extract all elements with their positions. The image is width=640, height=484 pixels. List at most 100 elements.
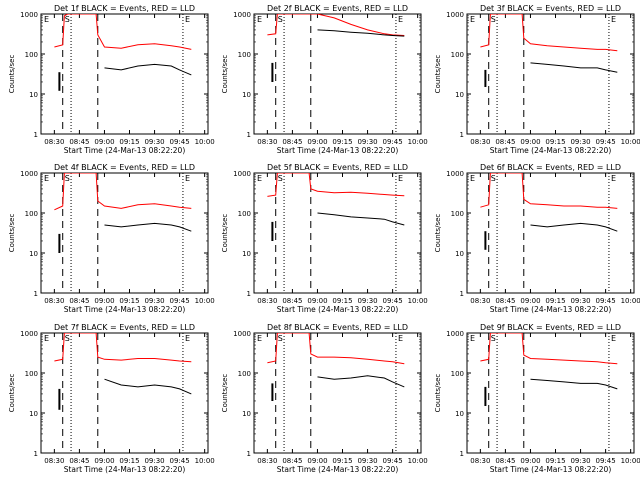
- y-axis-label: Counts/sec: [8, 214, 16, 253]
- x-tick-label: 10:00: [195, 297, 215, 305]
- y-tick-label: 10: [242, 410, 251, 418]
- marker-label: E: [185, 334, 190, 343]
- x-axis-label: Start Time (24-Mar-13 08:22:20): [490, 465, 612, 474]
- marker-label: S: [491, 15, 496, 24]
- plot-title: Det 4f BLACK = Events, RED = LLD: [54, 163, 195, 172]
- marker-label: S: [65, 174, 70, 183]
- x-tick-label: 08:45: [69, 138, 89, 146]
- x-tick-label: 09:45: [170, 457, 190, 465]
- x-tick-label: 08:45: [495, 138, 515, 146]
- events-series-line: [317, 212, 405, 226]
- y-axis-label: Counts/sec: [434, 55, 442, 94]
- plot-title: Det 6f BLACK = Events, RED = LLD: [480, 163, 621, 172]
- marker-label: E: [611, 334, 616, 343]
- plot-frame: [253, 13, 422, 135]
- y-axis-label: Counts/sec: [8, 374, 16, 413]
- x-axis-label: Start Time (24-Mar-13 08:22:20): [277, 146, 399, 155]
- marker-label: E: [257, 15, 262, 24]
- y-axis-label: Counts/sec: [221, 374, 229, 413]
- y-tick-label: 10: [455, 91, 464, 99]
- marker-label: E: [398, 174, 403, 183]
- marker-label: S: [278, 15, 283, 24]
- x-tick-label: 09:45: [596, 297, 616, 305]
- x-tick-label: 08:45: [495, 297, 515, 305]
- x-tick-label: 10:00: [408, 297, 428, 305]
- marker-label: E: [185, 15, 190, 24]
- x-tick-label: 09:00: [307, 138, 327, 146]
- x-tick-label: 09:00: [520, 138, 540, 146]
- y-tick-label: 1000: [20, 330, 38, 338]
- plot-frame: [466, 13, 635, 135]
- x-tick-label: 08:30: [470, 138, 490, 146]
- x-tick-label: 09:15: [545, 138, 565, 146]
- x-tick-label: 09:15: [332, 138, 352, 146]
- y-tick-label: 1000: [233, 170, 251, 178]
- y-tick-label: 10: [29, 410, 38, 418]
- y-tick-label: 1: [247, 290, 251, 298]
- lld-series-line: [267, 173, 405, 197]
- events-series-line: [530, 378, 618, 390]
- x-tick-label: 09:30: [357, 457, 377, 465]
- marker-label: E: [257, 174, 262, 183]
- plot-title: Det 1f BLACK = Events, RED = LLD: [54, 4, 195, 13]
- x-axis-label: Start Time (24-Mar-13 08:22:20): [277, 305, 399, 314]
- x-tick-label: 08:30: [470, 457, 490, 465]
- y-tick-label: 100: [25, 210, 38, 218]
- y-tick-label: 100: [25, 51, 38, 59]
- x-axis-label: Start Time (24-Mar-13 08:22:20): [490, 305, 612, 314]
- y-tick-label: 1000: [233, 11, 251, 19]
- y-tick-label: 1: [34, 290, 38, 298]
- x-axis-label: Start Time (24-Mar-13 08:22:20): [64, 465, 186, 474]
- x-tick-label: 08:45: [282, 138, 302, 146]
- y-tick-label: 1: [460, 290, 464, 298]
- y-tick-label: 100: [238, 210, 251, 218]
- y-tick-label: 1000: [446, 170, 464, 178]
- marker-label: E: [470, 15, 475, 24]
- marker-label: S: [491, 174, 496, 183]
- plot-frame: [40, 332, 209, 454]
- lld-series-line: [480, 333, 618, 365]
- x-tick-label: 10:00: [621, 297, 640, 305]
- marker-label: S: [491, 334, 496, 343]
- x-axis-label: Start Time (24-Mar-13 08:22:20): [277, 465, 399, 474]
- y-tick-label: 10: [455, 250, 464, 258]
- x-tick-label: 09:00: [520, 457, 540, 465]
- x-tick-label: 09:45: [596, 457, 616, 465]
- y-tick-label: 10: [242, 91, 251, 99]
- lld-series-line: [480, 14, 618, 52]
- y-tick-label: 100: [238, 51, 251, 59]
- marker-label: E: [44, 174, 49, 183]
- x-tick-label: 09:45: [383, 138, 403, 146]
- x-tick-label: 09:30: [144, 457, 164, 465]
- x-tick-label: 09:30: [357, 297, 377, 305]
- x-tick-label: 09:15: [119, 297, 139, 305]
- y-tick-label: 100: [25, 370, 38, 378]
- plot-title: Det 8f BLACK = Events, RED = LLD: [267, 323, 408, 332]
- x-tick-label: 09:00: [94, 138, 114, 146]
- y-tick-label: 10: [29, 250, 38, 258]
- lld-series-line: [54, 173, 192, 211]
- plot-frame: [40, 13, 209, 135]
- y-axis-label: Counts/sec: [221, 214, 229, 253]
- x-tick-label: 09:30: [570, 297, 590, 305]
- x-tick-label: 09:15: [119, 138, 139, 146]
- x-tick-label: 08:45: [69, 297, 89, 305]
- marker-label: E: [470, 334, 475, 343]
- plot-title: Det 3f BLACK = Events, RED = LLD: [480, 4, 621, 13]
- y-axis-label: Counts/sec: [8, 55, 16, 94]
- events-series-line: [317, 29, 405, 37]
- x-tick-label: 10:00: [408, 138, 428, 146]
- x-tick-label: 08:30: [257, 297, 277, 305]
- x-tick-label: 08:30: [44, 297, 64, 305]
- x-tick-label: 09:45: [170, 297, 190, 305]
- lld-series-line: [267, 14, 405, 36]
- marker-label: E: [185, 174, 190, 183]
- x-tick-label: 09:00: [307, 457, 327, 465]
- plot-frame: [40, 172, 209, 294]
- y-tick-label: 1000: [446, 11, 464, 19]
- plot-title: Det 2f BLACK = Events, RED = LLD: [267, 4, 408, 13]
- x-tick-label: 08:45: [495, 457, 515, 465]
- x-tick-label: 09:15: [545, 297, 565, 305]
